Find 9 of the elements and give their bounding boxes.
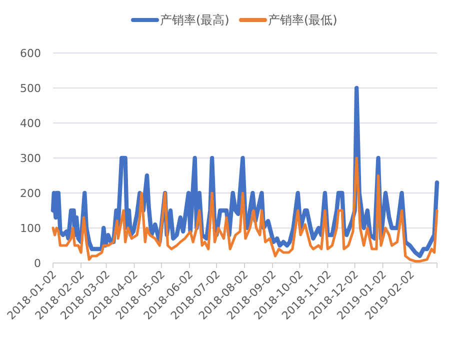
y-tick-label: 600 <box>20 47 41 60</box>
y-tick-label: 200 <box>20 187 41 200</box>
y-tick-label: 500 <box>20 82 41 95</box>
y-tick-label: 100 <box>20 222 41 235</box>
y-tick-label: 400 <box>20 117 41 130</box>
y-tick-label: 0 <box>34 257 41 270</box>
legend-label: 产销率(最低) <box>268 13 338 27</box>
y-tick-label: 300 <box>20 152 41 165</box>
legend-label: 产销率(最高) <box>160 13 230 27</box>
